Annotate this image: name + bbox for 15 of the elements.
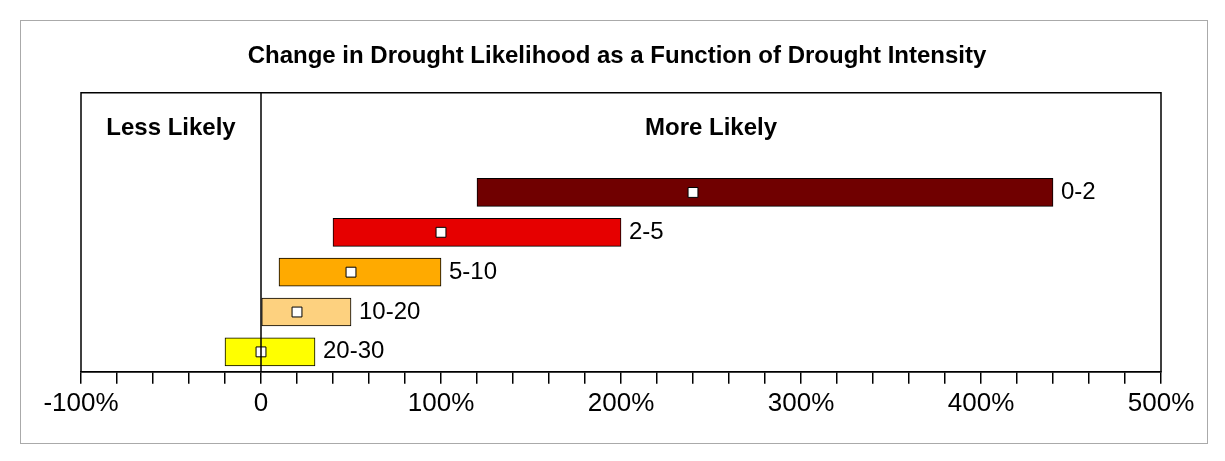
annotation: Less Likely [106,113,237,141]
x-tick-label: 500% [1127,386,1195,417]
annotation: More Likely [644,113,778,141]
x-tick-label: 300% [767,386,835,417]
y-tick-label: 0-2 [1061,177,1096,205]
y-tick-label: 2-5 [629,216,664,244]
x-tick-label: 200% [587,386,655,417]
x-tick-label: -100% [43,386,119,417]
x-tick-label: 400% [947,386,1015,417]
y-tick-label: 20-30 [323,336,385,364]
x-tick-label: 0 [253,386,269,417]
y-tick-label: 10-20 [359,296,421,324]
y-tick-label: 5-10 [449,256,498,284]
chart-title: Change in Drought Likelihood as a Function of Drought Intensity [247,41,987,69]
x-tick-label: 100% [407,386,475,417]
